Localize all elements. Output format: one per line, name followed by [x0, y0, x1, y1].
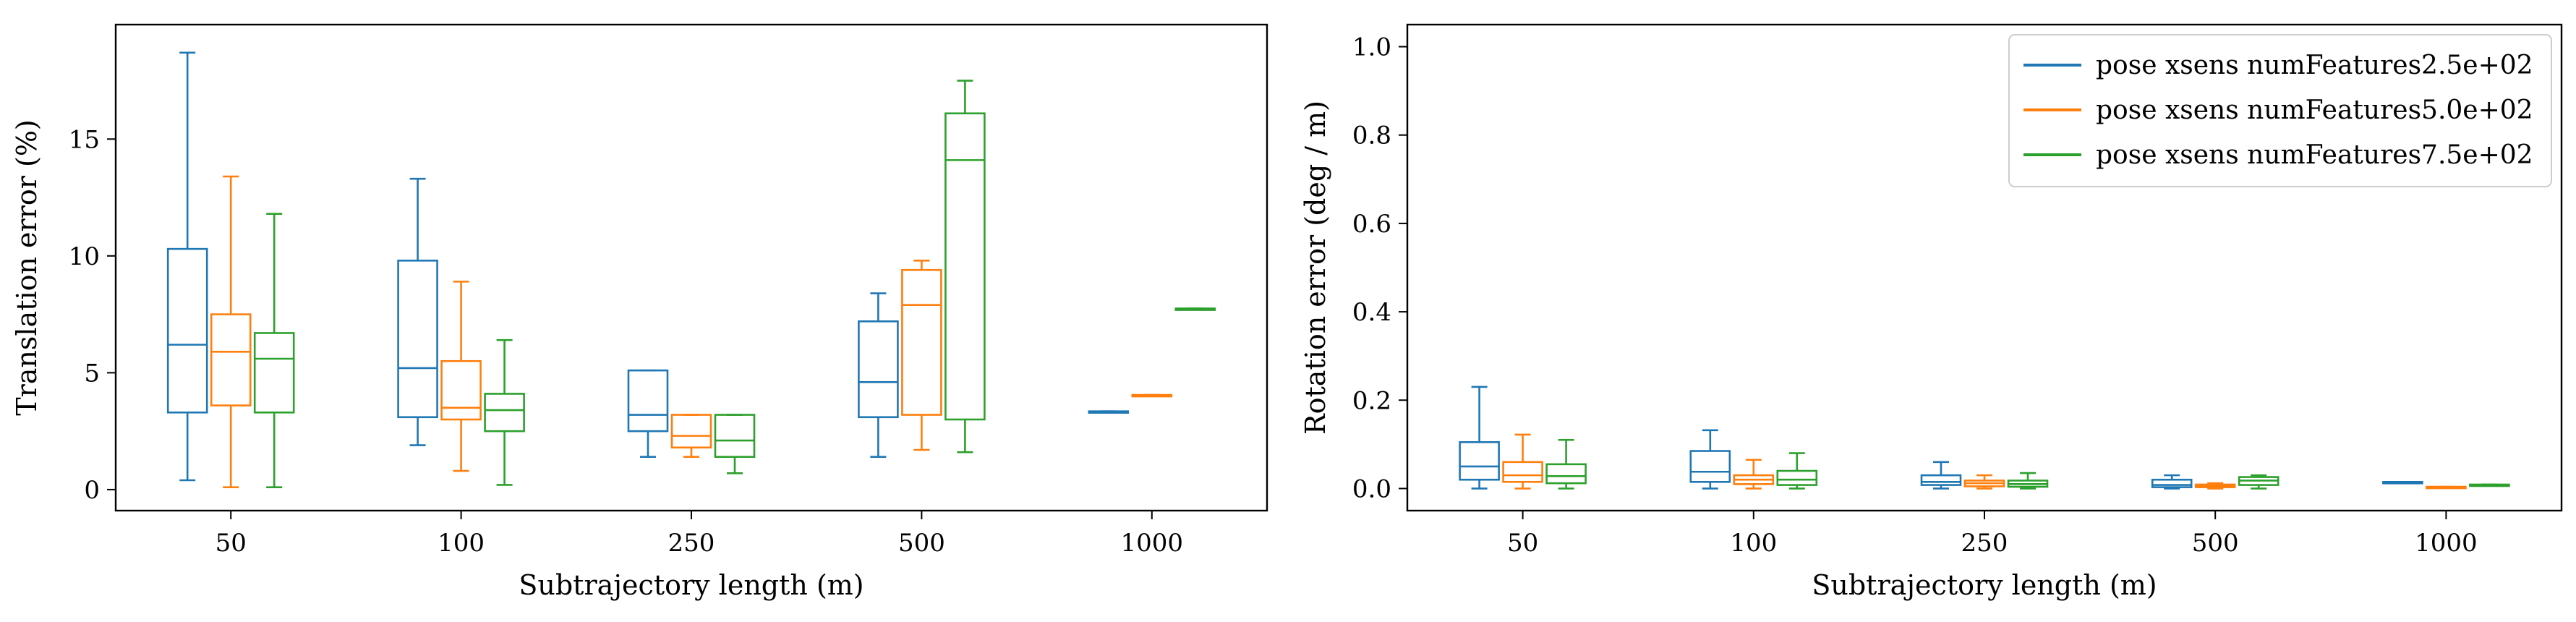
- box-plot: [1776, 452, 1818, 490]
- box-plot: [166, 51, 208, 482]
- box-iqr: [484, 393, 525, 433]
- box-iqr: [1920, 474, 1962, 486]
- box-plot: [253, 213, 295, 488]
- y-tick-label: 0: [84, 476, 100, 505]
- box-plot: [2426, 485, 2467, 490]
- box-plot: [714, 414, 756, 474]
- box-plot: [397, 177, 438, 446]
- box-plot: [627, 369, 669, 458]
- box-plot: [1545, 438, 1587, 490]
- axes-frame: [114, 23, 1268, 512]
- box-plot: [1088, 410, 1130, 414]
- box-plot: [2194, 482, 2236, 490]
- box-plot: [858, 292, 899, 458]
- box-plot: [1920, 461, 1962, 490]
- x-tick-label: 500: [2192, 529, 2239, 558]
- y-tick-label: 15: [69, 125, 100, 154]
- box-plot: [2382, 480, 2423, 485]
- x-axis-label: Subtrajectory length (m): [1812, 569, 2157, 601]
- box-iqr: [2151, 478, 2193, 488]
- x-tick-label: 1000: [1121, 529, 1184, 558]
- y-tick-label: 0.4: [1352, 298, 1391, 327]
- y-tick-label: 5: [84, 359, 100, 388]
- x-tick-label: 100: [1730, 529, 1777, 558]
- y-tick-label: 0.2: [1352, 386, 1391, 415]
- box-plot: [1689, 429, 1731, 490]
- x-tick-label: 50: [216, 529, 247, 558]
- legend-label: pose xsens numFeatures5.0e+02: [2096, 95, 2533, 125]
- box-iqr: [210, 313, 252, 406]
- box-plot: [2238, 474, 2279, 490]
- box-iqr: [627, 369, 669, 433]
- box-iqr: [1459, 441, 1500, 481]
- box-iqr: [1689, 450, 1731, 483]
- box-plot: [2007, 472, 2049, 490]
- x-tick-label: 1000: [2415, 529, 2478, 558]
- box-iqr: [1545, 463, 1587, 485]
- box-plot: [1502, 433, 1543, 490]
- box-plot: [1963, 474, 2005, 490]
- box-plot: [1733, 459, 1775, 490]
- translation-error-panel: 0 5 10 15 50 100 250 500 1000 Subtrajectory lengt…: [11, 23, 1268, 601]
- x-axis-label: Subtrajectory length (m): [519, 569, 863, 601]
- box-iqr: [944, 112, 986, 421]
- legend-frame: [2008, 34, 2552, 187]
- y-tick-label: 0.6: [1352, 210, 1391, 239]
- box-iqr: [440, 359, 482, 421]
- box-iqr: [901, 268, 942, 416]
- x-tick-label: 250: [668, 529, 715, 558]
- x-tick-label: 500: [898, 529, 945, 558]
- y-tick-label: 1.0: [1352, 33, 1391, 62]
- box-plot: [440, 281, 482, 472]
- box-iqr: [1776, 469, 1818, 486]
- box-plot: [1459, 385, 1500, 490]
- box-plot: [2469, 483, 2510, 487]
- box-plot: [944, 80, 986, 453]
- box-plot: [2151, 474, 2193, 490]
- legend-label: pose xsens numFeatures7.5e+02: [2096, 140, 2533, 170]
- box-iqr: [253, 332, 295, 414]
- box-plot: [901, 260, 942, 451]
- x-tick-label: 250: [1961, 529, 2008, 558]
- y-tick-label: 0.8: [1352, 122, 1391, 150]
- box-iqr: [858, 320, 899, 419]
- legend-label: pose xsens numFeatures2.5e+02: [2096, 51, 2533, 80]
- y-tick-label: 0.0: [1352, 474, 1391, 503]
- box-iqr: [670, 414, 712, 449]
- box-plot: [1131, 393, 1173, 398]
- legend: pose xsens numFeatures2.5e+02 pose xsens …: [2008, 34, 2552, 187]
- box-iqr: [166, 247, 208, 414]
- y-axis-label: Translation error (%): [11, 119, 43, 416]
- rotation-error-panel: 0.0 0.2 0.4 0.6 0.8 1.0 50 100 250 500 1000 Subtraj…: [1300, 23, 2563, 601]
- x-tick-label: 100: [438, 529, 485, 558]
- box-iqr: [714, 414, 756, 458]
- box-iqr: [1502, 461, 1543, 483]
- box-plot: [670, 414, 712, 458]
- box-iqr: [397, 260, 438, 419]
- box-plot: [210, 175, 252, 488]
- x-tick-label: 50: [1507, 529, 1538, 558]
- y-tick-label: 10: [69, 242, 100, 271]
- box-plot: [1174, 307, 1216, 311]
- y-axis-label: Rotation error (deg / m): [1300, 101, 1331, 435]
- box-plot: [484, 338, 525, 486]
